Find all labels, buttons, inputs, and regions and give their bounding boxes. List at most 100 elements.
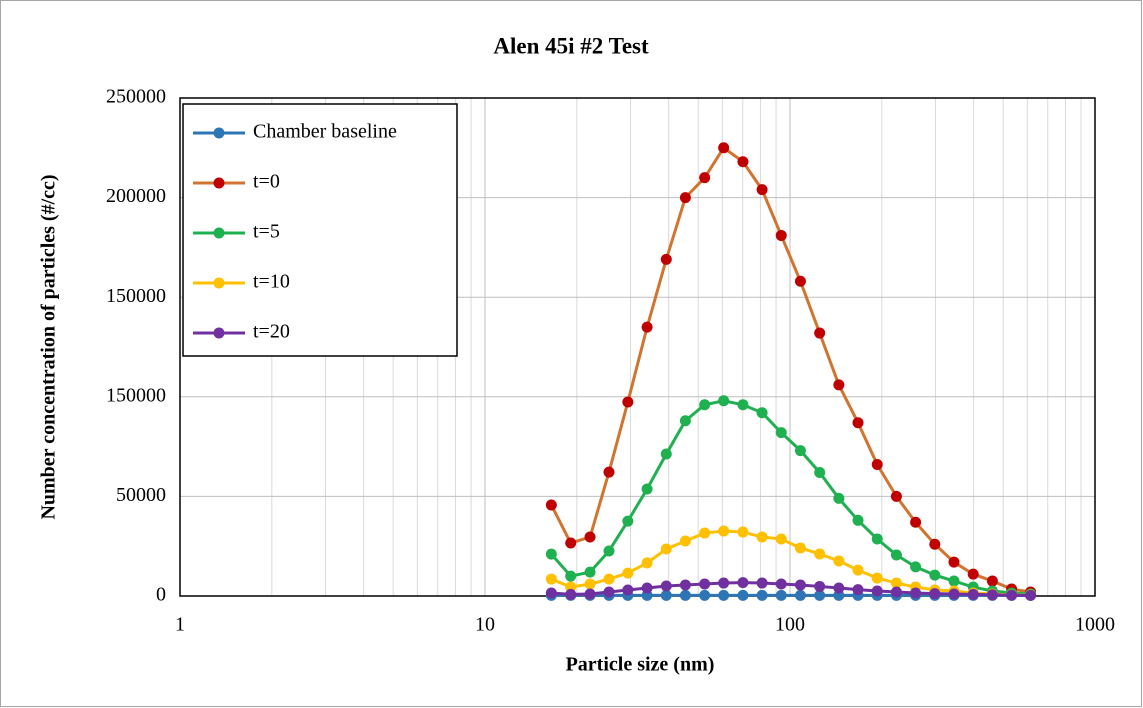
data-point — [833, 492, 845, 504]
data-point — [545, 499, 557, 511]
data-point — [929, 538, 941, 550]
data-point — [718, 577, 730, 589]
data-point — [737, 526, 749, 538]
data-point — [545, 548, 557, 560]
data-point — [794, 589, 806, 601]
data-point — [852, 564, 864, 576]
data-point — [660, 589, 672, 601]
data-point — [679, 192, 691, 204]
data-point — [833, 379, 845, 391]
data-point — [641, 321, 653, 333]
legend-label: t=20 — [253, 321, 290, 343]
legend-marker — [213, 327, 225, 339]
x-tick-label: 10 — [475, 614, 495, 636]
data-point — [660, 580, 672, 592]
data-point — [641, 557, 653, 569]
legend-label: Chamber baseline — [253, 121, 397, 143]
data-point — [814, 327, 826, 339]
data-point — [871, 533, 883, 545]
y-tick-label: 200000 — [106, 185, 166, 207]
data-point — [948, 556, 960, 568]
data-point — [718, 589, 730, 601]
data-point — [775, 578, 787, 590]
legend-label: t=0 — [253, 171, 280, 193]
x-tick-label: 1000 — [1075, 614, 1115, 636]
data-point — [967, 568, 979, 580]
data-point — [699, 172, 711, 184]
data-point — [545, 573, 557, 585]
data-point — [679, 589, 691, 601]
legend-marker — [213, 277, 225, 289]
legend-marker — [213, 177, 225, 189]
data-point — [565, 588, 577, 600]
data-point — [814, 580, 826, 592]
data-point — [756, 184, 768, 196]
data-point — [603, 545, 615, 557]
data-point — [852, 584, 864, 596]
data-point — [718, 142, 730, 154]
data-point — [929, 569, 941, 581]
data-point — [871, 572, 883, 584]
data-point — [545, 587, 557, 599]
legend-box — [182, 103, 458, 357]
data-point — [775, 427, 787, 439]
data-point — [890, 586, 902, 598]
data-point — [699, 578, 711, 590]
data-point — [986, 589, 998, 601]
data-point — [584, 531, 596, 543]
data-point — [737, 577, 749, 589]
data-point — [948, 575, 960, 587]
data-point — [660, 543, 672, 555]
data-point — [737, 156, 749, 168]
data-point — [679, 415, 691, 427]
data-point — [852, 417, 864, 429]
data-point — [986, 575, 998, 587]
y-tick-label: 150000 — [106, 384, 166, 406]
data-point — [890, 490, 902, 502]
data-point — [718, 395, 730, 407]
data-point — [641, 582, 653, 594]
data-point — [603, 573, 615, 585]
data-point — [679, 535, 691, 547]
data-point — [1006, 589, 1018, 601]
data-point — [910, 561, 922, 573]
y-axis-title: Number concentration of particles (#/cc) — [38, 174, 60, 519]
data-point — [756, 531, 768, 543]
data-point — [756, 589, 768, 601]
data-point — [737, 399, 749, 411]
y-tick-label: 150000 — [106, 285, 166, 307]
legend-marker — [213, 127, 225, 139]
data-point — [603, 586, 615, 598]
data-point — [814, 548, 826, 560]
data-point — [660, 448, 672, 460]
data-point — [890, 577, 902, 589]
data-point — [565, 570, 577, 582]
data-point — [622, 567, 634, 579]
data-point — [775, 533, 787, 545]
data-point — [775, 589, 787, 601]
data-point — [603, 466, 615, 478]
x-axis-title: Particle size (nm) — [566, 654, 715, 676]
data-point — [871, 459, 883, 471]
data-point — [833, 582, 845, 594]
data-point — [910, 516, 922, 528]
data-point — [756, 407, 768, 419]
data-point — [910, 587, 922, 599]
data-point — [660, 253, 672, 265]
x-tick-label: 1 — [175, 614, 185, 636]
data-point — [794, 445, 806, 457]
data-point — [967, 588, 979, 600]
data-point — [622, 584, 634, 596]
data-point — [794, 275, 806, 287]
data-point — [584, 566, 596, 578]
data-point — [699, 399, 711, 411]
data-point — [718, 525, 730, 537]
data-point — [852, 514, 864, 526]
data-point — [737, 589, 749, 601]
data-point — [814, 589, 826, 601]
data-point — [679, 579, 691, 591]
data-point — [1025, 589, 1037, 601]
data-point — [814, 466, 826, 478]
